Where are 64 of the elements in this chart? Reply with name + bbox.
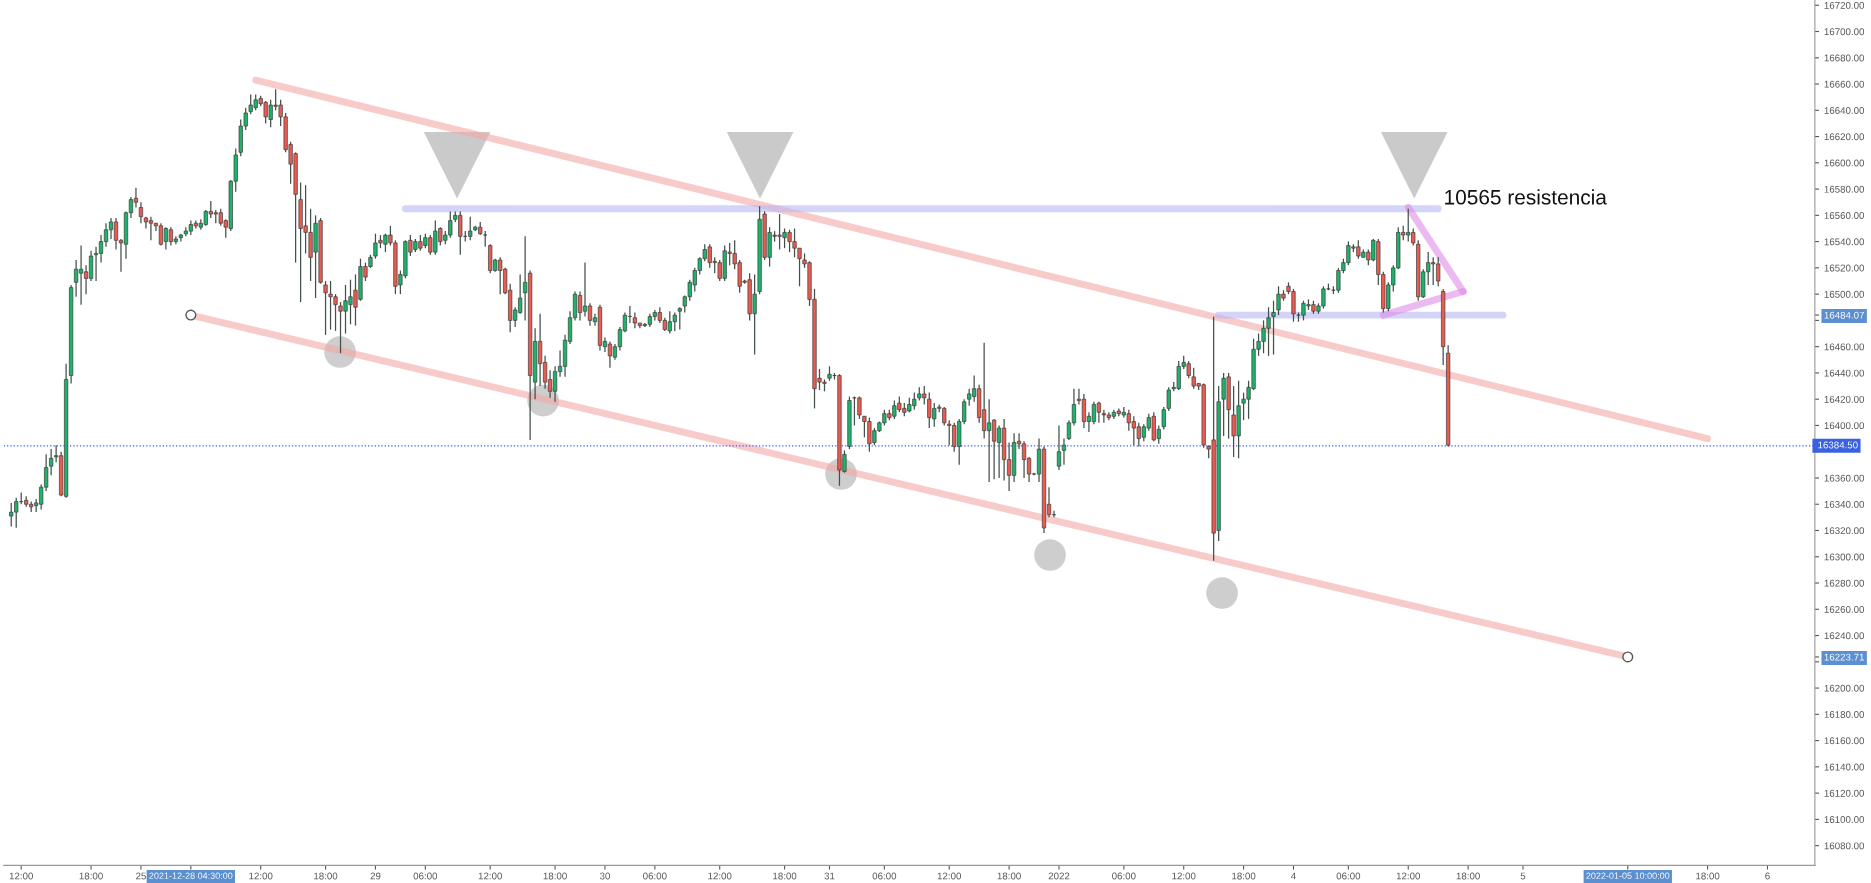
x-tick-label: 2022 [1048, 872, 1070, 880]
x-tick-label: 06:00 [1336, 872, 1361, 880]
y-tick-label: 16484.07 [1824, 311, 1864, 319]
x-tick-label: 2021-12-28 04:30:00 [149, 872, 233, 879]
x-tick-label: 18:00 [543, 872, 567, 880]
y-tick-label: 16320.00 [1824, 527, 1865, 535]
y-tick-label: 16160.00 [1824, 737, 1865, 745]
x-tick-label: 2022-01-05 10:00:00 [1586, 872, 1670, 879]
y-tick-label: 16720.00 [1824, 1, 1865, 9]
x-tick-label: 18:00 [1456, 872, 1480, 880]
y-tick-label: 16300.00 [1824, 553, 1865, 561]
y-tick-label: 16120.00 [1824, 789, 1865, 797]
y-tick-label: 16360.00 [1824, 474, 1865, 482]
y-tick-label: 16100.00 [1824, 816, 1865, 823]
x-tick-label: 18:00 [1696, 872, 1720, 880]
x-tick-label: 18:00 [79, 872, 103, 880]
x-tick-label: 12:00 [9, 872, 33, 880]
y-tick-label: 16520.00 [1824, 264, 1865, 272]
y-tick-label: 16640.00 [1824, 107, 1865, 114]
x-tick-label: 06:00 [643, 872, 667, 880]
y-tick-label: 16223.71 [1824, 653, 1864, 661]
y-tick-label: 16600.00 [1824, 159, 1865, 167]
y-tick-label: 16280.00 [1824, 579, 1865, 587]
y-tick-label: 16580.00 [1824, 185, 1865, 193]
x-tick-label: 25 [136, 872, 146, 880]
x-tick-label: 06:00 [872, 872, 897, 880]
annotation: 10565 resistencia [1445, 189, 1607, 205]
y-tick-label: 16620.00 [1824, 133, 1865, 141]
y-tick-label: 16560.00 [1824, 212, 1865, 219]
y-tick-label: 16240.00 [1824, 632, 1865, 640]
y-tick-label: 16420.00 [1824, 395, 1865, 403]
y-tick-label: 16460.00 [1824, 343, 1865, 351]
y-tick-label: 16540.00 [1824, 238, 1865, 246]
x-tick-label: 30 [599, 872, 610, 880]
y-tick-label: 16500.00 [1824, 290, 1865, 298]
y-tick-label: 16140.00 [1824, 763, 1865, 771]
x-tick-label: 5 [1520, 872, 1526, 880]
x-tick-label: 12:00 [1172, 872, 1196, 880]
y-tick-label: 16440.00 [1824, 369, 1865, 377]
x-tick-label: 18:00 [314, 872, 338, 880]
y-tick-label: 16180.00 [1824, 711, 1865, 718]
y-tick-label: 16680.00 [1824, 54, 1865, 62]
y-tick-label: 16260.00 [1824, 606, 1865, 613]
x-tick-label: 29 [370, 872, 381, 880]
x-tick-label: 18:00 [997, 872, 1021, 880]
x-tick-label: 12:00 [708, 872, 732, 880]
x-tick-label: 12:00 [937, 872, 962, 880]
x-tick-label: 4 [1291, 872, 1296, 880]
x-tick-label: 06:00 [1112, 872, 1136, 880]
x-tick-label: 31 [824, 872, 835, 880]
y-tick-label: 16700.00 [1824, 28, 1865, 36]
x-tick-label: 12:00 [478, 872, 502, 880]
x-tick-label: 18:00 [773, 872, 797, 880]
y-tick-label: 16340.00 [1824, 500, 1865, 508]
y-tick-label: 16400.00 [1824, 422, 1865, 430]
y-tick-label: 16080.00 [1824, 842, 1865, 850]
x-tick-label: 06:00 [413, 872, 438, 880]
x-tick-label: 18:00 [1232, 872, 1256, 880]
ref-line-label: 16384.50 [1818, 441, 1858, 449]
x-tick-label: 6 [1765, 872, 1770, 880]
x-tick-label: 12:00 [1396, 872, 1421, 880]
y-tick-label: 16660.00 [1824, 80, 1865, 88]
y-tick-label: 16200.00 [1824, 684, 1865, 692]
x-tick-label: 12:00 [249, 872, 273, 880]
